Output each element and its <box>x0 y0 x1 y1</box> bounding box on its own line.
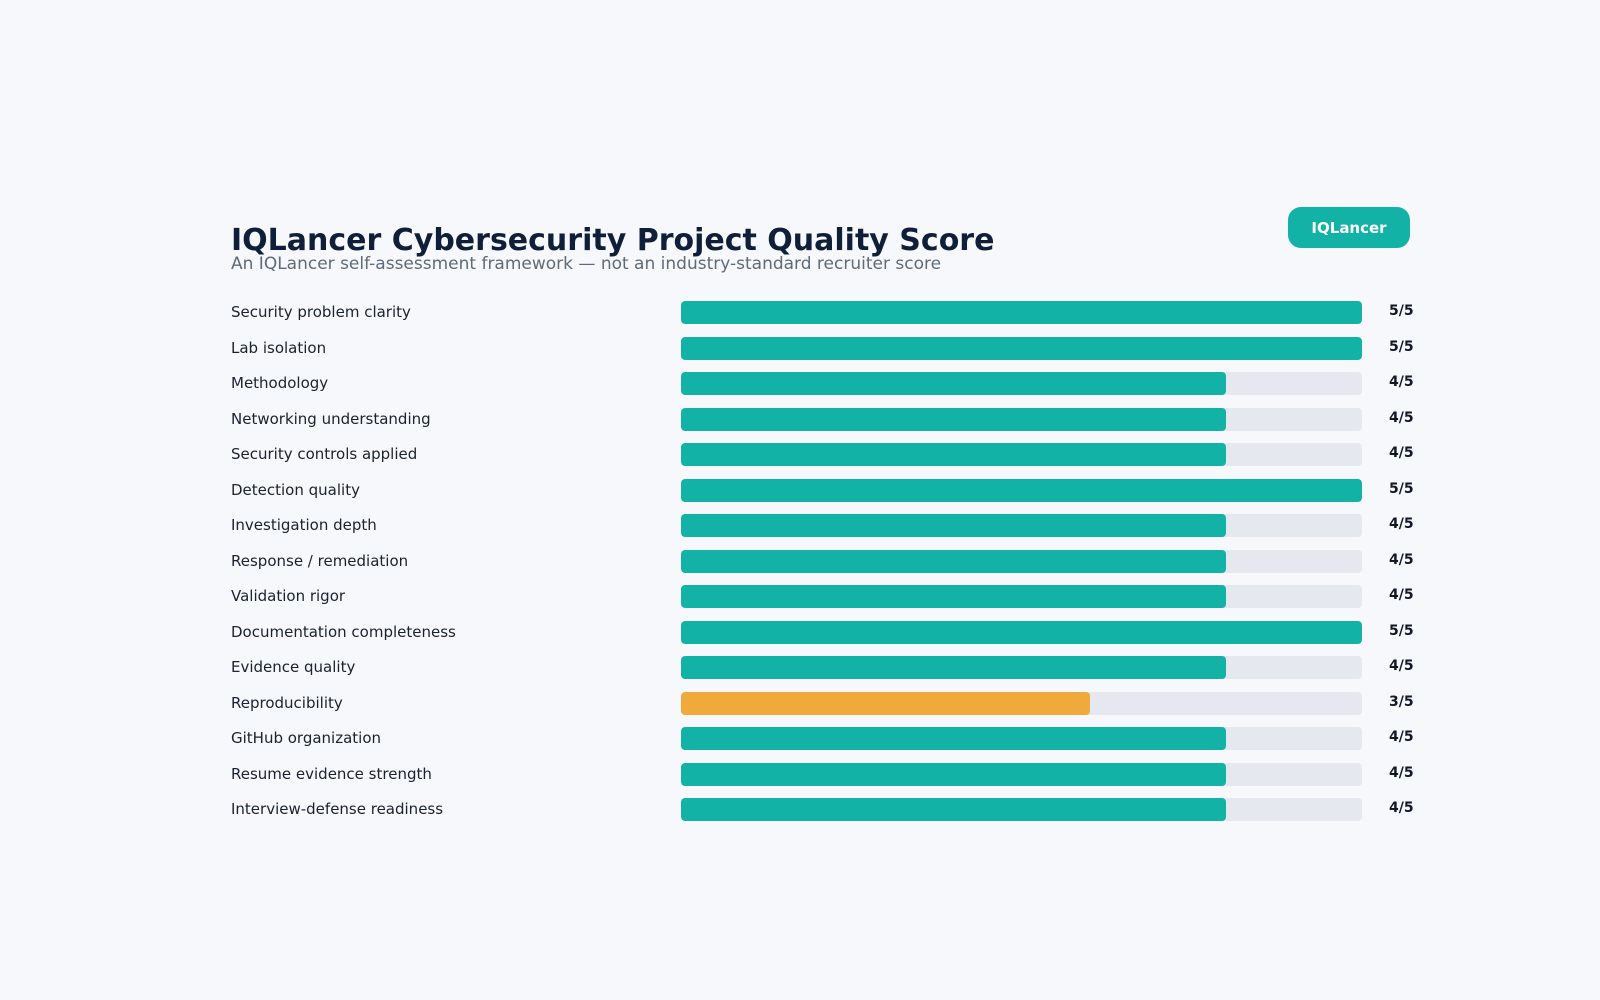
bar-score: 4/5 <box>1389 516 1414 532</box>
bar-row: GitHub organization 4/5 <box>0 727 1600 751</box>
bar-track <box>681 656 1362 679</box>
bar-label: Response / remediation <box>231 552 409 570</box>
bar-row: Investigation depth 4/5 <box>0 514 1600 538</box>
bar-fill <box>681 514 1226 537</box>
bar-score: 4/5 <box>1389 445 1414 461</box>
bar-label: Documentation completeness <box>231 623 456 641</box>
bar-row: Interview-defense readiness 4/5 <box>0 798 1600 822</box>
bar-score: 5/5 <box>1389 303 1414 319</box>
bar-fill <box>681 337 1362 360</box>
bar-row: Detection quality 5/5 <box>0 479 1600 503</box>
bar-row: Reproducibility 3/5 <box>0 692 1600 716</box>
bar-score: 5/5 <box>1389 339 1414 355</box>
bar-track <box>681 514 1362 537</box>
bar-fill <box>681 372 1226 395</box>
bar-track <box>681 621 1362 644</box>
bar-track <box>681 763 1362 786</box>
bar-fill <box>681 479 1362 502</box>
bar-score: 5/5 <box>1389 623 1414 639</box>
bar-label: Detection quality <box>231 481 360 499</box>
bar-fill <box>681 585 1226 608</box>
bar-label: Lab isolation <box>231 339 327 357</box>
bar-row: Methodology 4/5 <box>0 372 1600 396</box>
bar-label: Methodology <box>231 374 329 392</box>
bar-track <box>681 408 1362 431</box>
bar-track <box>681 337 1362 360</box>
bar-row: Response / remediation 4/5 <box>0 550 1600 574</box>
bar-fill <box>681 727 1226 750</box>
bar-score: 4/5 <box>1389 374 1414 390</box>
bar-fill <box>681 692 1090 715</box>
bar-track <box>681 798 1362 821</box>
brand-badge: IQLancer <box>1288 207 1410 248</box>
bar-label: Investigation depth <box>231 516 377 534</box>
bar-row: Validation rigor 4/5 <box>0 585 1600 609</box>
bar-fill <box>681 621 1362 644</box>
bar-row: Security problem clarity 5/5 <box>0 301 1600 325</box>
bar-row: Security controls applied 4/5 <box>0 443 1600 467</box>
bar-fill <box>681 763 1226 786</box>
bar-score: 4/5 <box>1389 800 1414 816</box>
bar-track <box>681 301 1362 324</box>
bar-row: Resume evidence strength 4/5 <box>0 763 1600 787</box>
bar-label: Validation rigor <box>231 587 346 605</box>
bar-row: Lab isolation 5/5 <box>0 337 1600 361</box>
bar-fill <box>681 656 1226 679</box>
bar-score: 5/5 <box>1389 481 1414 497</box>
bar-score: 4/5 <box>1389 729 1414 745</box>
bar-score: 3/5 <box>1389 694 1414 710</box>
bar-fill <box>681 443 1226 466</box>
bar-score: 4/5 <box>1389 410 1414 426</box>
bar-row: Documentation completeness 5/5 <box>0 621 1600 645</box>
bar-track <box>681 585 1362 608</box>
chart-title: IQLancer Cybersecurity Project Quality S… <box>231 223 995 258</box>
bar-label: GitHub organization <box>231 729 382 747</box>
bar-track <box>681 727 1362 750</box>
bar-label: Evidence quality <box>231 658 356 676</box>
bar-label: Resume evidence strength <box>231 765 432 783</box>
bar-score: 4/5 <box>1389 765 1414 781</box>
bar-score: 4/5 <box>1389 658 1414 674</box>
bar-label: Interview-defense readiness <box>231 800 444 818</box>
bar-label: Reproducibility <box>231 694 343 712</box>
bar-label: Security controls applied <box>231 445 418 463</box>
bar-track <box>681 550 1362 573</box>
bar-row: Networking understanding 4/5 <box>0 408 1600 432</box>
bar-fill <box>681 408 1226 431</box>
bar-score: 4/5 <box>1389 552 1414 568</box>
bar-fill <box>681 798 1226 821</box>
bar-label: Networking understanding <box>231 410 431 428</box>
bar-track <box>681 372 1362 395</box>
bar-label: Security problem clarity <box>231 303 411 321</box>
bar-track <box>681 692 1362 715</box>
bar-track <box>681 479 1362 502</box>
bar-track <box>681 443 1362 466</box>
bar-row: Evidence quality 4/5 <box>0 656 1600 680</box>
bar-fill <box>681 301 1362 324</box>
bar-fill <box>681 550 1226 573</box>
bar-score: 4/5 <box>1389 587 1414 603</box>
chart-subtitle: An IQLancer self-assessment framework — … <box>231 254 942 274</box>
